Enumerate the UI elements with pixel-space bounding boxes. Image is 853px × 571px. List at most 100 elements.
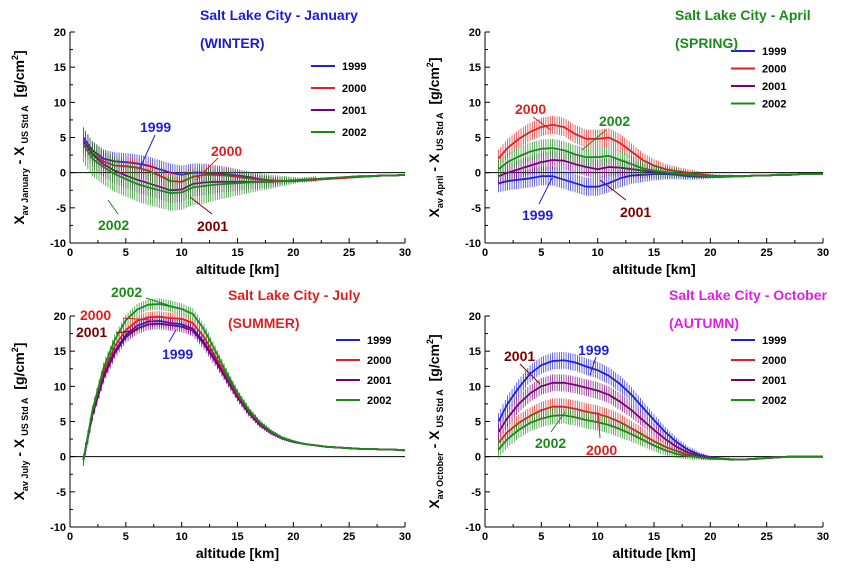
y-axis-label: Xav October - X US Std A [g/cm2] [425, 334, 445, 508]
y-tick-label: 15 [469, 346, 481, 358]
y-tick-label: 10 [54, 97, 66, 109]
annotation-label: 2002 [98, 217, 129, 233]
legend-label: 1999 [762, 335, 786, 347]
annotation-label: 2000 [515, 101, 546, 117]
x-tick-label: 5 [123, 247, 129, 259]
annotation-leader [589, 356, 597, 376]
chart-panel: 0 5 10 15 20 25 30 -10 -5 0 5 10 15 20 altitude [km] Xa… [10, 7, 411, 277]
y-axis-label-part: 2 [10, 347, 20, 352]
series-2002 [82, 126, 406, 211]
y-tick-label: 20 [469, 27, 481, 39]
series-line [82, 144, 406, 194]
annotation-leader [599, 179, 627, 201]
chart-title: Salt Lake City - April [675, 7, 811, 23]
y-tick-label: 10 [469, 381, 481, 393]
y-axis-label-part: US Std A [20, 397, 30, 436]
annotation-label: 2001 [197, 218, 228, 234]
x-tick-label: 10 [592, 531, 604, 543]
legend-label: 2000 [762, 64, 786, 76]
legend-label: 1999 [342, 61, 366, 73]
annotation-label: 1999 [522, 207, 553, 223]
y-tick-label: -5 [471, 203, 481, 215]
y-axis-label-part: - X [426, 153, 442, 175]
x-tick-label: 20 [287, 531, 299, 543]
annotation-leader [139, 134, 156, 169]
y-tick-label: 20 [54, 311, 66, 323]
annotation-label: 2002 [535, 435, 566, 451]
x-axis-label: altitude [km] [196, 261, 279, 277]
x-tick-label: 10 [176, 531, 188, 543]
annotation-label: 1999 [140, 119, 171, 135]
legend-label: 2002 [367, 395, 391, 407]
legend-label: 2002 [762, 99, 786, 111]
x-tick-label: 0 [482, 247, 488, 259]
x-tick-label: 5 [123, 531, 129, 543]
y-axis-label-part: - X [426, 430, 442, 452]
y-tick-label: -10 [50, 238, 66, 250]
legend-label: 2001 [367, 375, 391, 387]
series-line [497, 147, 823, 178]
x-tick-label: 15 [648, 531, 660, 543]
annotation-leader [122, 317, 151, 321]
series-1999 [82, 315, 406, 466]
x-tick-label: 20 [704, 247, 716, 259]
y-axis-label: Xav April - X US Std A [g/cm2] [425, 57, 445, 217]
legend-label: 2000 [342, 83, 366, 95]
annotation-label: 1999 [162, 346, 193, 362]
y-tick-label: -5 [56, 487, 66, 499]
x-tick-label: 0 [67, 531, 73, 543]
annotation-leader [195, 157, 219, 181]
x-tick-label: 30 [399, 531, 411, 543]
y-axis-label-part: [g/cm [11, 352, 27, 389]
x-tick-label: 10 [592, 247, 604, 259]
annotation-leader [581, 129, 607, 151]
annotation-leader [538, 177, 553, 205]
y-tick-label: 0 [60, 168, 66, 180]
chart-panel: 0 5 10 15 20 25 30 -10 -5 0 5 10 15 20 altitude [km] Xa… [425, 7, 829, 277]
x-tick-label: 25 [343, 531, 355, 543]
annotation-label: 2000 [586, 442, 617, 458]
x-axis-label: altitude [km] [612, 545, 695, 561]
y-tick-label: -5 [471, 487, 481, 499]
chart-panel: 0 5 10 15 20 25 30 -10 -5 0 5 10 15 20 altitude [km] Xa… [425, 287, 829, 561]
annotation-leader [115, 329, 139, 334]
y-axis-label-part: 2 [10, 55, 20, 60]
legend-label: 2002 [342, 127, 366, 139]
chart-subtitle: (SPRING) [675, 35, 738, 51]
x-tick-label: 25 [761, 531, 773, 543]
y-tick-label: 5 [60, 417, 66, 429]
legend-label: 2000 [367, 355, 391, 367]
annotation-label: 2000 [80, 307, 111, 323]
y-axis-label-part: - X [11, 146, 27, 168]
legend-label: 2000 [762, 355, 786, 367]
y-tick-label: 0 [475, 452, 481, 464]
x-tick-label: 30 [399, 247, 411, 259]
y-axis-label-part: US Std A [435, 112, 445, 151]
annotation-label: 2002 [599, 113, 630, 129]
legend-label: 1999 [367, 335, 391, 347]
legend-label: 2001 [342, 105, 366, 117]
y-axis-label-part: - X [11, 438, 27, 460]
x-tick-label: 10 [176, 247, 188, 259]
series-2002 [497, 138, 823, 179]
y-axis-label-part: ] [426, 334, 442, 339]
y-tick-label: 5 [60, 133, 66, 145]
y-tick-label: 20 [469, 311, 481, 323]
x-tick-label: 5 [538, 531, 544, 543]
annotation-leader [532, 116, 552, 131]
x-tick-label: 30 [817, 531, 829, 543]
series-line [497, 414, 823, 461]
annotation-label: 2000 [211, 143, 242, 159]
y-tick-label: 15 [469, 62, 481, 74]
y-tick-label: -5 [56, 203, 66, 215]
annotation-label: 2002 [111, 284, 142, 300]
y-axis-label-part: X [11, 490, 27, 500]
chart-title: Salt Lake City - July [228, 287, 360, 303]
annotation-leader [189, 196, 213, 215]
y-axis-label-part: [g/cm [11, 60, 27, 97]
y-axis-label-part: av January [20, 168, 30, 215]
chart-title: Salt Lake City - October [669, 287, 827, 303]
x-tick-label: 5 [538, 247, 544, 259]
y-tick-label: 5 [475, 133, 481, 145]
legend-label: 2001 [762, 375, 786, 387]
